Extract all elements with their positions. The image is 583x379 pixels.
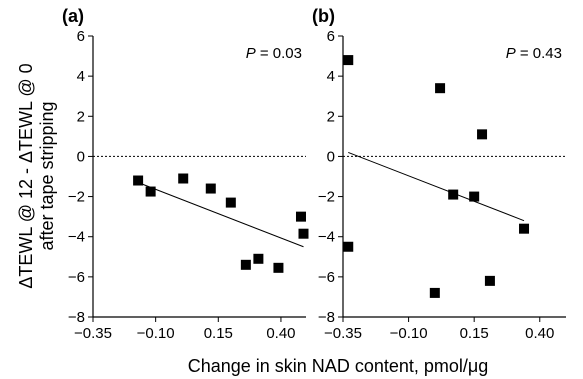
data-point: [435, 83, 446, 94]
y-tick-label: −2: [68, 189, 85, 206]
y-tick-label: 2: [77, 108, 85, 125]
p-value-annotation: P = 0.43: [506, 45, 562, 62]
p-value-text: = 0.43: [516, 45, 562, 62]
y-tick-label: −6: [68, 269, 85, 286]
data-point: [178, 173, 189, 184]
data-point: [484, 275, 495, 286]
regression-line: [348, 151, 525, 222]
data-point: [429, 287, 440, 298]
data-point: [273, 262, 284, 273]
data-point: [240, 259, 251, 270]
regression-line: [137, 182, 304, 248]
x-tick-label: 0.40: [266, 325, 295, 342]
x-tick-label: 0.40: [525, 325, 554, 342]
y-tick-label: −4: [68, 229, 85, 246]
data-point: [295, 211, 306, 222]
x-tick-label: −0.10: [137, 325, 175, 342]
data-point: [477, 129, 488, 140]
data-point: [145, 186, 156, 197]
data-point: [519, 223, 530, 234]
x-axis-title: Change in skin NAD content, pmol/μg: [188, 356, 489, 376]
x-tick-label: 0.15: [460, 325, 489, 342]
p-value-annotation: P = 0.03: [246, 45, 302, 62]
x-tick-label: −0.35: [324, 325, 362, 342]
p-value-symbol: P: [246, 45, 256, 62]
p-value-text: = 0.03: [256, 45, 302, 62]
x-tick-label: 0.15: [204, 325, 233, 342]
panel-label: (b): [312, 6, 335, 26]
y-tick-label: 2: [327, 108, 335, 125]
y-tick-label: 6: [77, 28, 85, 45]
y-tick-label: −2: [318, 189, 335, 206]
y-tick-label: −6: [318, 269, 335, 286]
y-tick-label: 0: [327, 148, 335, 165]
y-tick-label: 6: [327, 28, 335, 45]
y-tick-label: −8: [318, 309, 335, 326]
y-tick-label: 4: [327, 68, 335, 85]
data-point: [225, 197, 236, 208]
panel-label: (a): [62, 6, 84, 26]
x-tick-label: −0.35: [74, 325, 112, 342]
data-point: [343, 241, 354, 252]
panel-a: 6 4 2 0 −2 −4 −6 −8−0.35 −0.10 0.15 0.40 (a) P = 0.0…: [62, 6, 309, 342]
data-point: [469, 191, 480, 202]
data-point: [205, 183, 216, 194]
panel-b: 6 4 2 0 −2 −4 −6 −8−0.35 −0.10 0.15 0.40 (b) P = 0.4…: [312, 6, 566, 342]
y-tick-label: 4: [77, 68, 85, 85]
y-axis-title-line1: ΔTEWL @ 12 - ΔTEWL @ 0: [16, 63, 36, 288]
y-tick-label: −8: [68, 309, 85, 326]
y-tick-label: −4: [318, 229, 335, 246]
x-tick-label: −0.10: [390, 325, 428, 342]
data-point: [343, 55, 354, 66]
data-point: [448, 189, 459, 200]
y-tick-label: 0: [77, 148, 85, 165]
data-point: [133, 175, 144, 186]
p-value-symbol: P: [506, 45, 516, 62]
data-point: [298, 228, 309, 239]
y-axis-title-line2: after tape stripping: [37, 101, 57, 250]
data-point: [253, 253, 264, 264]
